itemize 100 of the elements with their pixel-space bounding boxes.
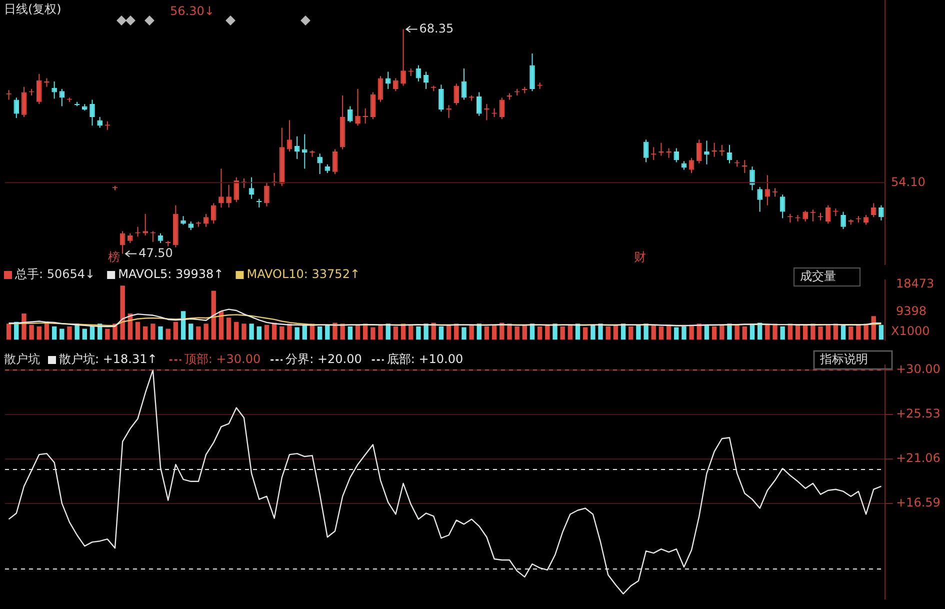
bar bbox=[393, 326, 398, 340]
candlestick bbox=[234, 176, 240, 203]
bar bbox=[234, 322, 239, 340]
candlestick bbox=[802, 210, 808, 222]
y-tick-label: +25.53 bbox=[896, 406, 940, 421]
candlestick bbox=[264, 182, 270, 207]
bar bbox=[135, 322, 140, 340]
bar bbox=[780, 326, 785, 340]
candlestick bbox=[438, 84, 444, 112]
candlestick bbox=[750, 166, 755, 191]
candlestick bbox=[878, 204, 884, 221]
bar bbox=[795, 324, 800, 340]
bar bbox=[590, 324, 596, 340]
bar bbox=[682, 326, 686, 340]
bar bbox=[294, 327, 300, 340]
bar bbox=[204, 324, 208, 340]
bar bbox=[712, 326, 717, 340]
candlestick bbox=[825, 204, 831, 224]
bar bbox=[370, 327, 376, 340]
bar bbox=[765, 324, 770, 340]
candlestick bbox=[348, 106, 353, 123]
candlestick bbox=[870, 202, 876, 218]
bar bbox=[658, 326, 664, 340]
candlestick bbox=[90, 99, 95, 126]
bar bbox=[613, 324, 618, 340]
candlestick bbox=[840, 211, 846, 230]
legend-label: 散户坑: +18.31↑ bbox=[59, 352, 158, 366]
legend-label: MAVOL5: 39938↑ bbox=[118, 267, 224, 282]
legend-label: 顶部: +30.00 bbox=[184, 352, 261, 366]
candlestick bbox=[530, 52, 535, 92]
bar bbox=[317, 326, 322, 340]
candlestick bbox=[757, 186, 762, 212]
y-tick-label: 9398 bbox=[896, 304, 927, 318]
bar bbox=[462, 327, 466, 340]
bar bbox=[249, 324, 254, 340]
y-tick-label: +21.06 bbox=[896, 451, 940, 466]
candlestick bbox=[476, 92, 482, 116]
bar bbox=[355, 324, 360, 340]
candlestick bbox=[454, 83, 460, 106]
candlestick bbox=[385, 71, 391, 90]
bar bbox=[727, 324, 732, 340]
bar bbox=[582, 327, 588, 340]
candlestick bbox=[742, 160, 748, 174]
candlestick bbox=[158, 232, 164, 244]
bar bbox=[378, 324, 383, 340]
candlestick bbox=[461, 68, 467, 100]
bar bbox=[552, 324, 558, 340]
bar bbox=[878, 324, 884, 340]
bar bbox=[173, 322, 178, 340]
bar bbox=[6, 324, 12, 340]
legend-label: 分界: +20.00 bbox=[286, 352, 362, 366]
candlestick bbox=[97, 116, 102, 128]
bar bbox=[848, 326, 854, 340]
bar bbox=[82, 328, 88, 340]
annotation: 成交量 bbox=[800, 269, 836, 284]
bar bbox=[52, 326, 57, 340]
bar bbox=[492, 324, 497, 340]
bar bbox=[644, 324, 648, 340]
bar bbox=[287, 324, 292, 340]
candlestick bbox=[226, 184, 232, 208]
bar bbox=[348, 326, 353, 340]
candlestick bbox=[688, 157, 694, 174]
annotation: 财 bbox=[634, 250, 646, 264]
candlestick bbox=[780, 194, 786, 219]
candlestick bbox=[52, 80, 57, 100]
candlestick bbox=[128, 232, 133, 244]
bar bbox=[142, 326, 148, 340]
bar bbox=[568, 324, 573, 340]
candlestick bbox=[142, 213, 148, 236]
candlestick bbox=[370, 92, 376, 120]
bar bbox=[264, 324, 270, 340]
candlestick bbox=[764, 174, 770, 206]
y-tick-label: +16.59 bbox=[896, 496, 940, 510]
bar bbox=[651, 325, 656, 340]
bar bbox=[90, 326, 95, 340]
bar bbox=[560, 326, 565, 340]
chart-title: 日线(复权) bbox=[4, 2, 62, 16]
candlestick bbox=[294, 136, 300, 160]
bar bbox=[507, 324, 512, 340]
bar bbox=[802, 325, 808, 340]
bar bbox=[67, 326, 72, 340]
bar bbox=[598, 324, 603, 340]
bar bbox=[522, 324, 528, 340]
bar bbox=[810, 324, 816, 340]
y-tick-label: +30.00 bbox=[896, 362, 940, 376]
bar bbox=[514, 326, 520, 340]
annotation: 指标说明 bbox=[819, 352, 868, 366]
candlestick bbox=[355, 88, 360, 126]
bar bbox=[628, 326, 634, 340]
bar bbox=[772, 324, 778, 340]
bar bbox=[416, 326, 421, 340]
bar bbox=[734, 324, 740, 340]
bar bbox=[856, 324, 861, 340]
candlestick bbox=[696, 139, 702, 164]
candlestick bbox=[21, 86, 27, 118]
candlestick bbox=[317, 153, 322, 175]
bar bbox=[158, 326, 163, 340]
legend-label: 总手: 50654↓ bbox=[14, 267, 96, 282]
candlestick bbox=[286, 120, 292, 152]
candlestick bbox=[203, 213, 209, 228]
